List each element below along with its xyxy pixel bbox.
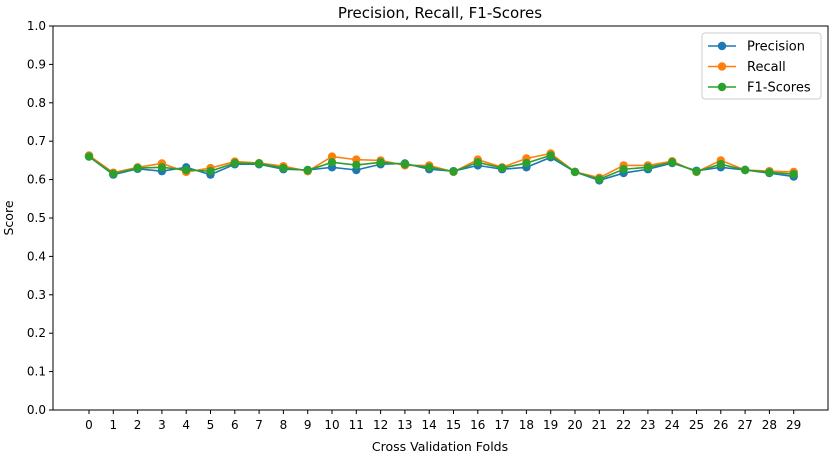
f1-scores-point bbox=[716, 160, 725, 169]
f1-scores-point bbox=[497, 163, 507, 173]
f1-scores-point bbox=[570, 167, 580, 177]
f1-scores-point bbox=[692, 167, 701, 176]
x-tick-label: 6 bbox=[231, 418, 239, 432]
x-axis-title: Cross Validation Folds bbox=[372, 439, 508, 454]
f1-scores-point bbox=[182, 165, 191, 175]
y-tick-label: 0.7 bbox=[27, 134, 46, 148]
chart-title: Precision, Recall, F1-Scores bbox=[338, 4, 542, 22]
f1-scores-point bbox=[206, 166, 215, 176]
series-layer bbox=[84, 149, 798, 185]
f1-scores-point bbox=[157, 163, 167, 172]
f1-scores-point bbox=[400, 160, 410, 169]
x-tick-label: 12 bbox=[373, 418, 388, 432]
y-tick-label: 0.2 bbox=[27, 326, 46, 340]
x-tick-label: 11 bbox=[349, 418, 364, 432]
x-tick-label: 3 bbox=[158, 418, 166, 432]
y-tick-label: 0.3 bbox=[27, 288, 46, 302]
x-axis: 0 1 2 3 4 5 6 7 8 9 10 11 12 13 14 15 16 17 18 19 20 21 22 23 24… bbox=[85, 410, 801, 432]
f1-scores-point bbox=[789, 170, 798, 179]
f1-scores-point bbox=[546, 151, 555, 160]
x-tick-label: 24 bbox=[665, 418, 680, 432]
recall-legend-label: Recall bbox=[747, 60, 786, 75]
f1-scores-point bbox=[303, 166, 312, 175]
y-tick-label: 0.9 bbox=[27, 57, 46, 71]
y-axis: 0.0 0.1 0.2 0.3 0.4 0.5 0.6 0.7 0.8 0.9 1.0 bbox=[27, 19, 53, 417]
f1-scores-legend-label: F1-Scores bbox=[747, 81, 811, 96]
x-tick-label: 29 bbox=[786, 418, 801, 432]
f1-scores-point bbox=[327, 158, 337, 167]
y-tick-label: 1.0 bbox=[27, 19, 46, 33]
x-tick-label: 28 bbox=[762, 418, 777, 432]
f1-scores-point bbox=[279, 163, 288, 173]
recall-legend-marker bbox=[717, 62, 727, 71]
f1-scores-point bbox=[133, 163, 142, 173]
x-tick-label: 2 bbox=[134, 418, 142, 432]
x-tick-label: 0 bbox=[85, 418, 93, 432]
y-tick-label: 0.1 bbox=[27, 365, 46, 379]
x-tick-label: 13 bbox=[397, 418, 412, 432]
y-tick-label: 0.5 bbox=[27, 211, 46, 225]
x-tick-label: 4 bbox=[182, 418, 190, 432]
y-tick-label: 0.4 bbox=[27, 249, 46, 263]
x-tick-label: 17 bbox=[494, 418, 509, 432]
f1-scores-point bbox=[449, 167, 458, 176]
x-tick-label: 27 bbox=[737, 418, 752, 432]
x-tick-label: 14 bbox=[422, 418, 437, 432]
f1-scores-point bbox=[765, 168, 774, 177]
x-tick-label: 26 bbox=[713, 418, 728, 432]
x-tick-label: 5 bbox=[207, 418, 215, 432]
y-axis-title: Score bbox=[1, 200, 16, 235]
legend-box bbox=[701, 32, 822, 100]
x-tick-label: 8 bbox=[280, 418, 288, 432]
legend: Precision Recall F1-Scores bbox=[701, 32, 822, 100]
f1-scores-point bbox=[352, 160, 361, 170]
x-tick-label: 7 bbox=[255, 418, 263, 432]
f1-scores-point bbox=[643, 163, 653, 172]
x-tick-label: 1 bbox=[109, 418, 117, 432]
f1-scores-point bbox=[425, 163, 434, 172]
f1-scores-point bbox=[84, 152, 94, 161]
y-tick-label: 0.6 bbox=[27, 173, 46, 187]
y-tick-label: 0.0 bbox=[27, 403, 46, 417]
x-tick-label: 21 bbox=[592, 418, 607, 432]
recall-point bbox=[327, 152, 337, 161]
f1-scores-point bbox=[109, 169, 118, 179]
f1-scores-point bbox=[595, 175, 604, 184]
y-tick-label: 0.8 bbox=[27, 96, 46, 110]
precision-legend-label: Precision bbox=[747, 40, 805, 55]
f1-scores-legend-marker bbox=[717, 82, 727, 92]
f1-scores-point bbox=[668, 158, 677, 167]
f1-scores-point bbox=[473, 158, 482, 167]
x-tick-label: 25 bbox=[689, 418, 704, 432]
x-tick-label: 9 bbox=[304, 418, 312, 432]
f1-scores-point bbox=[376, 158, 385, 167]
x-tick-label: 22 bbox=[616, 418, 631, 432]
f1-scores-point bbox=[230, 158, 239, 168]
x-tick-label: 16 bbox=[470, 418, 485, 432]
x-tick-label: 20 bbox=[567, 418, 582, 432]
f1-scores-point bbox=[522, 158, 531, 168]
precision-legend-marker bbox=[717, 41, 727, 51]
x-tick-label: 10 bbox=[324, 418, 339, 432]
f1-scores-point bbox=[619, 165, 628, 174]
f1-scores-point bbox=[254, 159, 264, 168]
x-tick-label: 19 bbox=[543, 418, 558, 432]
x-tick-label: 15 bbox=[446, 418, 461, 432]
x-tick-label: 18 bbox=[519, 418, 534, 432]
f1-scores-point bbox=[740, 165, 750, 175]
x-tick-label: 23 bbox=[640, 418, 655, 432]
